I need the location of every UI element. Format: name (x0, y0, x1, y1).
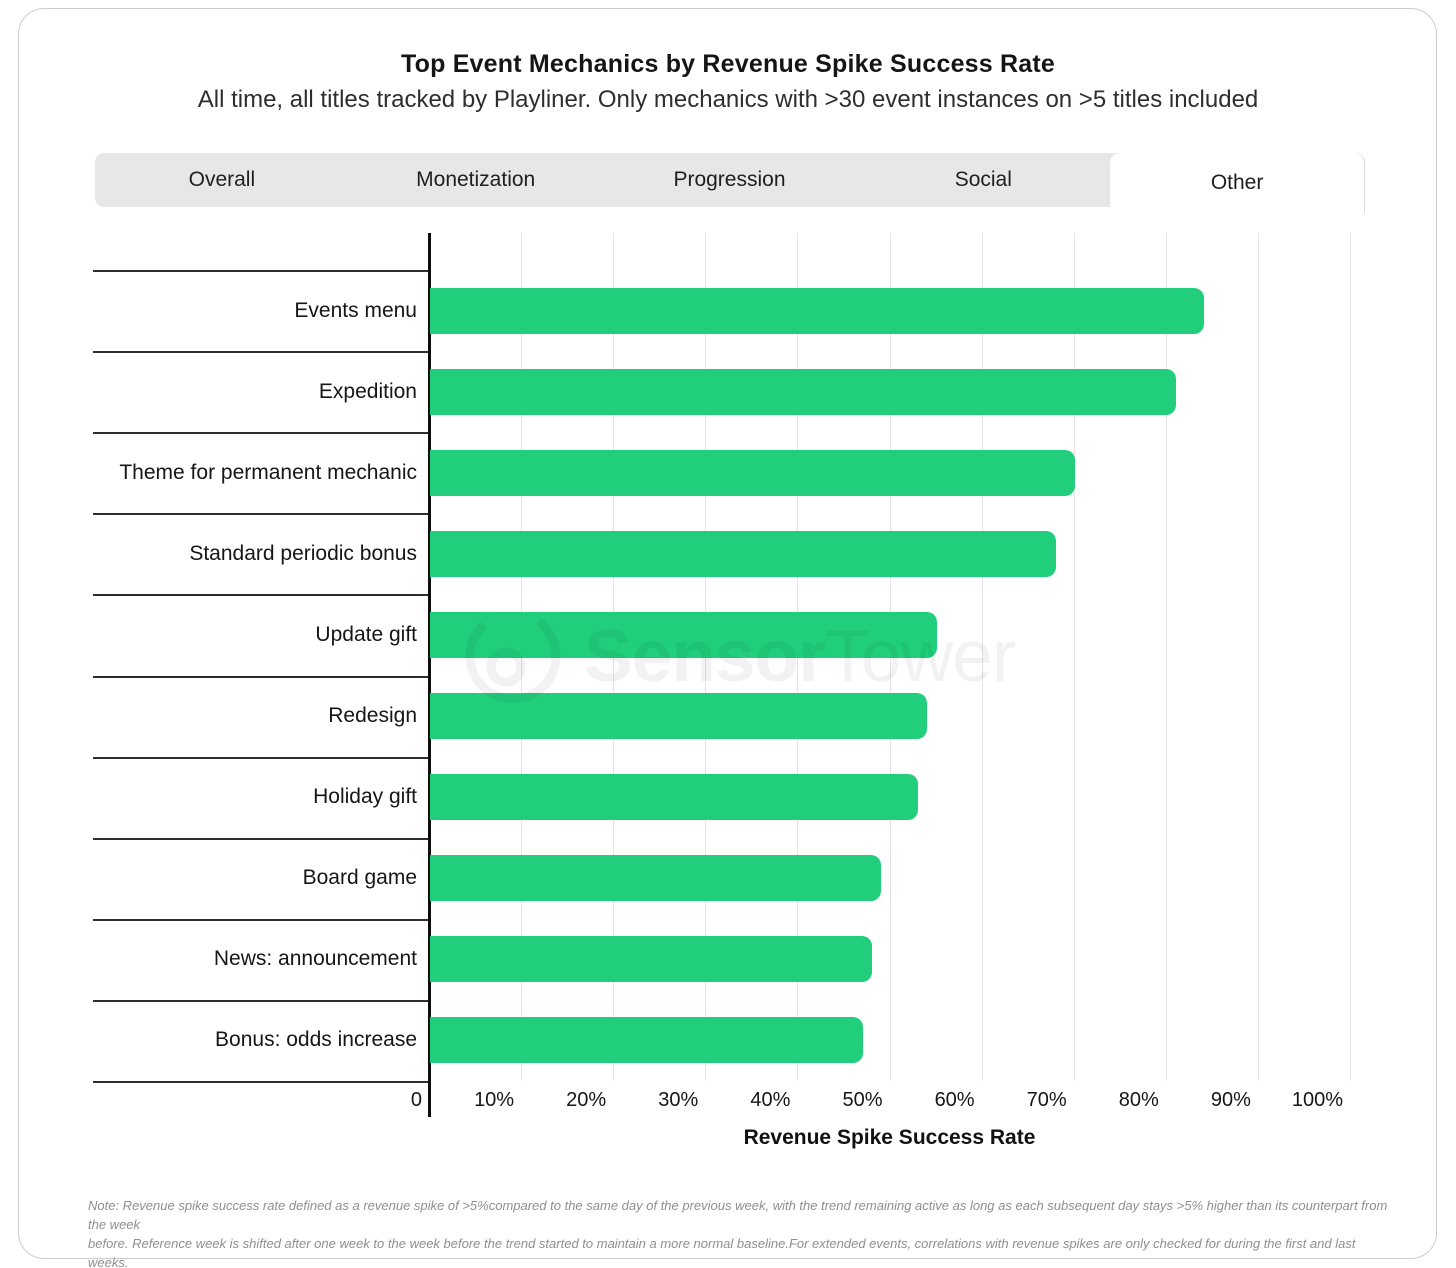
category-label: Theme for permanent mechanic (119, 460, 417, 484)
row-separator (93, 675, 429, 678)
x-tick-label: 0 (410, 1089, 422, 1111)
x-tick-label: 10% (474, 1089, 515, 1111)
bar-theme-for-permanent-mechanic (430, 449, 1075, 496)
row-separator (93, 513, 429, 516)
gridline-70 (1073, 233, 1075, 1081)
x-tick-label: 50% (842, 1089, 883, 1111)
gridline-100 (1350, 233, 1351, 1081)
bar-holiday-gift (430, 774, 919, 821)
row-separator (93, 270, 429, 272)
tab-other[interactable]: Other (1110, 153, 1365, 213)
x-tick-label: 40% (750, 1089, 791, 1111)
footnote-line-2: before. Reference week is shifted after … (88, 1236, 1356, 1268)
row-separator (93, 594, 429, 597)
footnote: Note: Revenue spike success rate defined… (88, 1196, 1398, 1268)
gridline-60 (981, 233, 983, 1081)
bar-bonus-odds-increase (430, 1017, 863, 1064)
footnote-line-1: Note: Revenue spike success rate defined… (88, 1198, 1388, 1232)
category-label: Holiday gift (313, 785, 417, 809)
category-label: Standard periodic bonus (189, 541, 417, 565)
category-label: News: announcement (213, 947, 417, 971)
category-label: Update gift (315, 622, 417, 646)
bar-news-announcement (430, 936, 873, 983)
tab-progression[interactable]: Progression (673, 168, 786, 191)
category-label: Board game (302, 866, 417, 890)
tab-overall[interactable]: Overall (188, 168, 256, 191)
row-separator (93, 432, 429, 435)
bar-board-game (430, 855, 882, 902)
y-axis-line (428, 233, 431, 1117)
row-separator (93, 837, 429, 840)
row-separator (93, 999, 429, 1002)
chart-title: Top Event Mechanics by Revenue Spike Suc… (400, 50, 1056, 78)
chart-subtitle: All time, all titles tracked by Playline… (197, 86, 1259, 113)
tab-monetization[interactable]: Monetization (416, 168, 536, 191)
row-separator (93, 351, 429, 354)
gridline-90 (1257, 233, 1259, 1081)
tab-social[interactable]: Social (954, 168, 1012, 191)
x-tick-label: 60% (934, 1089, 975, 1111)
row-separator (93, 756, 429, 759)
x-tick-label: 100% (1291, 1089, 1343, 1111)
row-separator (93, 1081, 429, 1083)
x-tick-label: 90% (1210, 1089, 1251, 1111)
x-tick-label: 30% (658, 1089, 699, 1111)
x-axis-title: Revenue Spike Success Rate (743, 1126, 1036, 1149)
bar-standard-periodic-bonus (430, 530, 1057, 577)
category-tabbar: Overall Monetization Progression Social Othe… (95, 153, 1365, 213)
x-tick-label: 20% (566, 1089, 607, 1111)
category-label: Events menu (294, 298, 417, 322)
bar-redesign (430, 693, 928, 740)
category-label: Redesign (328, 704, 417, 728)
bar-expedition (430, 368, 1176, 415)
bar-events-menu (430, 287, 1204, 334)
gridline-80 (1165, 233, 1167, 1081)
x-tick-label: 80% (1118, 1089, 1159, 1111)
x-tick-label: 70% (1026, 1089, 1067, 1111)
row-separator (93, 918, 429, 921)
category-label: Bonus: odds increase (215, 1028, 417, 1052)
category-label: Expedition (318, 379, 417, 403)
bar-update-gift (430, 611, 937, 658)
